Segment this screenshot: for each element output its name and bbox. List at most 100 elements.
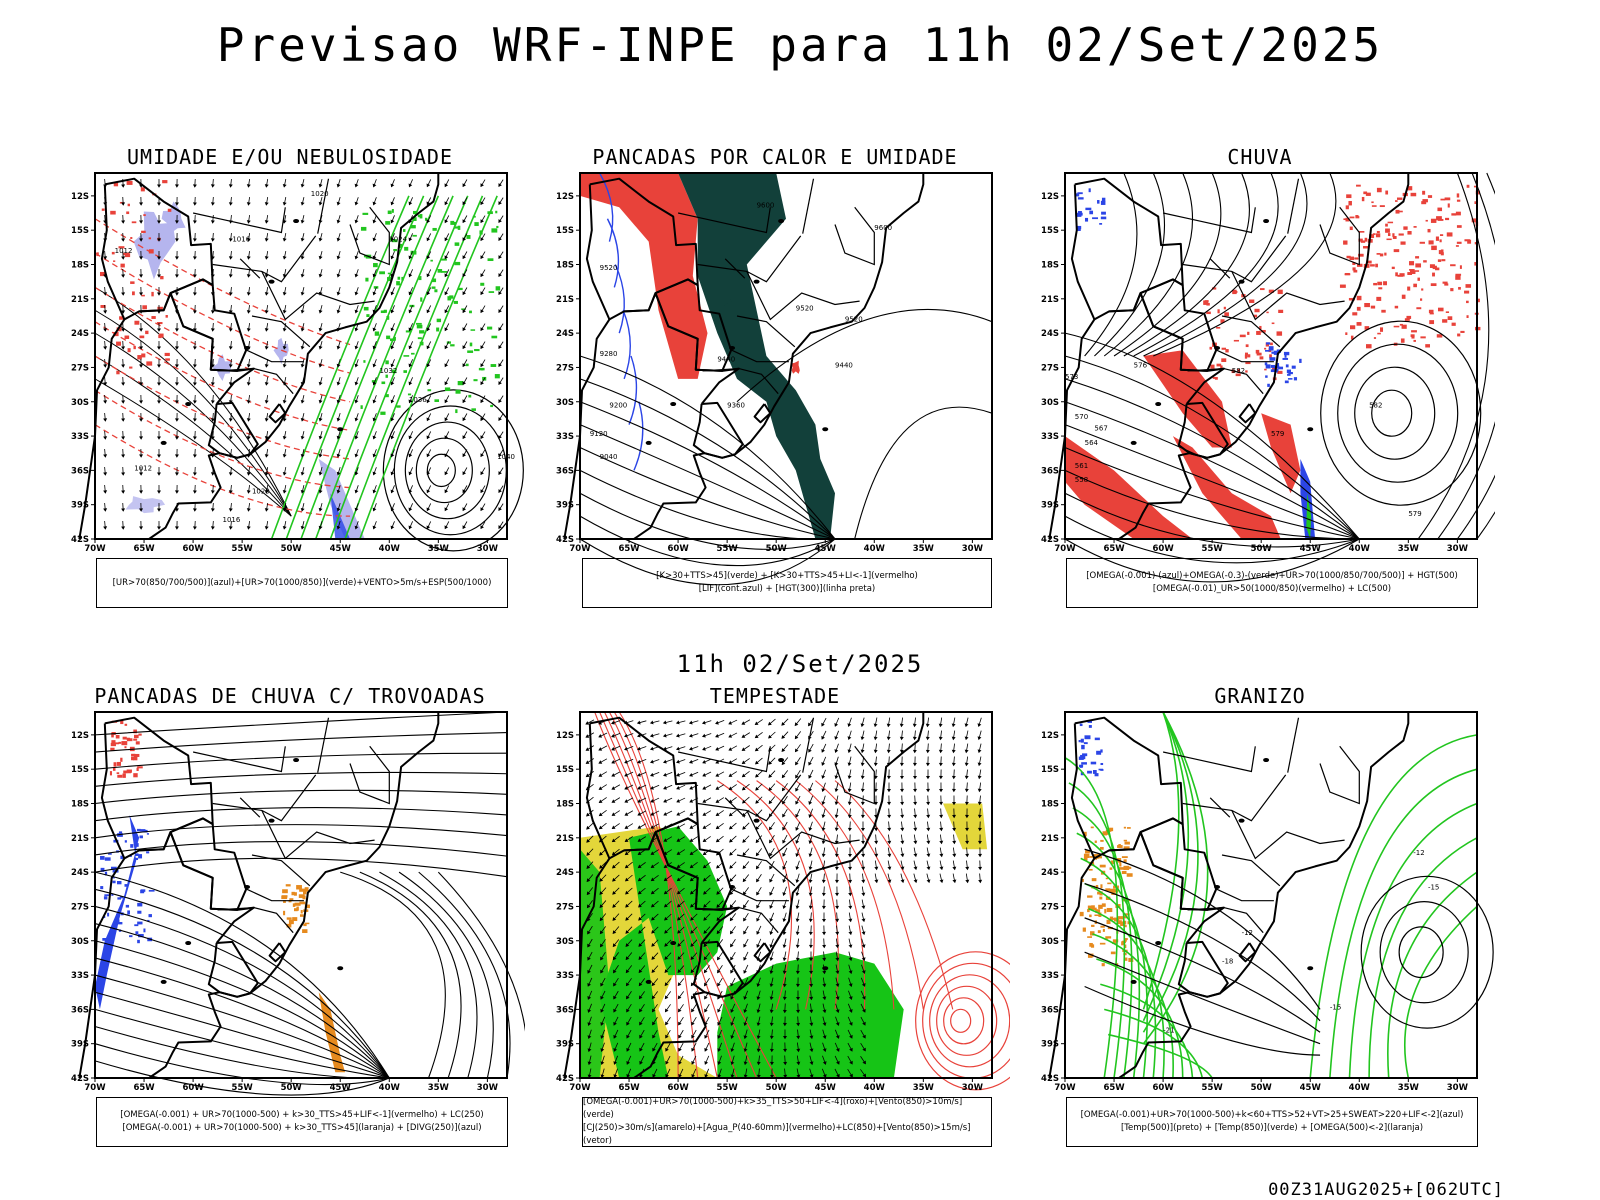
lake-blob [185, 402, 192, 407]
speckle-cell [457, 380, 464, 386]
wind-arrow-head [689, 799, 694, 803]
wind-arrow-head [139, 292, 144, 296]
heat-shower-area [580, 173, 708, 379]
wind-arrow-head [121, 220, 126, 224]
wind-arrow-head [174, 490, 179, 494]
speckle-cell [1254, 308, 1260, 313]
wind-arrow-head [769, 839, 773, 844]
wind-arrow-head [103, 526, 108, 530]
wind-arrow-head [703, 930, 708, 934]
wind-arrow-head [390, 453, 395, 458]
wind-arrow-head [977, 840, 982, 845]
border-line [1238, 942, 1257, 963]
wind-arrow-head [689, 759, 693, 764]
wind-arrow-head [848, 892, 853, 897]
wind-arrow-head [121, 508, 126, 512]
lon-label: 55W [1202, 544, 1224, 554]
wind-arrow-head [874, 827, 879, 832]
speckle-cell [391, 208, 394, 213]
state-line [731, 888, 789, 902]
wind-arrow-head [782, 957, 787, 962]
wind-arrow-head [848, 996, 853, 1000]
wind-arrow-head [121, 256, 126, 260]
speckle-cell [125, 904, 130, 908]
speckle-cell [1123, 865, 1130, 871]
wind-arrow-head [913, 853, 918, 858]
speckle-cell [1466, 184, 1470, 188]
state-borders [192, 717, 390, 934]
lat-label: 24S [556, 329, 574, 339]
streamline [94, 824, 508, 839]
contour-label: 9600 [757, 201, 775, 209]
lon-label: 55W [717, 544, 739, 554]
wind-arrow-head [372, 201, 377, 206]
speckle-cell [1080, 772, 1084, 776]
wind-arrow-head [300, 435, 305, 440]
state-line [1162, 746, 1256, 773]
wind-arrow-head [938, 775, 943, 780]
speckle-cell [1255, 349, 1260, 354]
rain-area [1261, 413, 1301, 494]
lon-label: 35W [1398, 1083, 1420, 1093]
lat-label: 39S [556, 1040, 574, 1050]
wind-arrow-head [103, 490, 108, 494]
wind-arrow-head [318, 237, 323, 242]
speckle-cell [1267, 383, 1270, 387]
wind-arrow-head [444, 183, 449, 188]
wind-arrow-head [444, 489, 449, 494]
state-line [251, 854, 311, 887]
wind-arrow-head [637, 746, 641, 751]
lat-label: 21S [556, 834, 574, 844]
wind-arrow-head [336, 345, 341, 350]
wind-arrow-head [210, 490, 215, 494]
speckle-cell [1277, 370, 1283, 374]
lake-blob [1238, 279, 1245, 284]
wind-arrow-head [665, 1073, 669, 1078]
wind-arrow-head [600, 1035, 605, 1039]
streamline [94, 991, 390, 1079]
speckle-cell [461, 308, 466, 310]
speckle-cell [283, 900, 286, 903]
state-line [1287, 717, 1300, 773]
speckle-cell [1209, 346, 1213, 350]
speckle-cell [1385, 223, 1388, 227]
wind-arrow-head [372, 489, 377, 494]
wind-arrow-head [729, 917, 734, 922]
wind-arrow-head [782, 892, 787, 896]
speckle-cell [112, 880, 116, 884]
wind-arrow-head [860, 788, 865, 793]
wind-arrow-head [318, 183, 323, 188]
contour-label: 9520 [845, 316, 863, 324]
wind-arrow-head [157, 436, 162, 440]
legend-granizo: [OMEGA(-0.001)+UR>70(1000-500)+k<60+TTS>… [1066, 1097, 1478, 1147]
wind-arrow-head [625, 890, 629, 895]
speckle-cell [1221, 358, 1227, 363]
speckle-cell [1233, 339, 1239, 342]
wind-arrow-head [444, 219, 449, 224]
speckle-cell [1422, 190, 1426, 195]
wind-arrow-head [300, 273, 305, 278]
wind-arrow-head [336, 201, 341, 206]
wind-arrow-head [600, 1022, 605, 1026]
wind-arrow-head [611, 786, 616, 790]
speckle-cell [418, 276, 422, 281]
speckle-cell [112, 767, 116, 771]
speckle-cell [1395, 200, 1398, 202]
wind-arrow-head [174, 400, 179, 404]
wind-arrow-head [354, 399, 359, 404]
wind-arrow-head [192, 274, 197, 278]
wind-arrow-head [938, 723, 943, 728]
wind-arrow-head [598, 786, 603, 790]
wind-arrow-head [210, 238, 215, 242]
wind-arrow-head [862, 1060, 866, 1065]
speckle-cell [1084, 735, 1091, 740]
wind-arrow-head [264, 184, 269, 188]
wind-arrow-head [652, 1034, 656, 1039]
speckle-cell [146, 361, 153, 366]
wind-arrow-head [638, 956, 643, 960]
wind-arrow-head [834, 749, 839, 753]
contour-line [599, 711, 758, 1079]
wind-arrow-head [336, 507, 341, 512]
wind-arrow-head [704, 982, 708, 987]
contour-line [94, 309, 292, 517]
